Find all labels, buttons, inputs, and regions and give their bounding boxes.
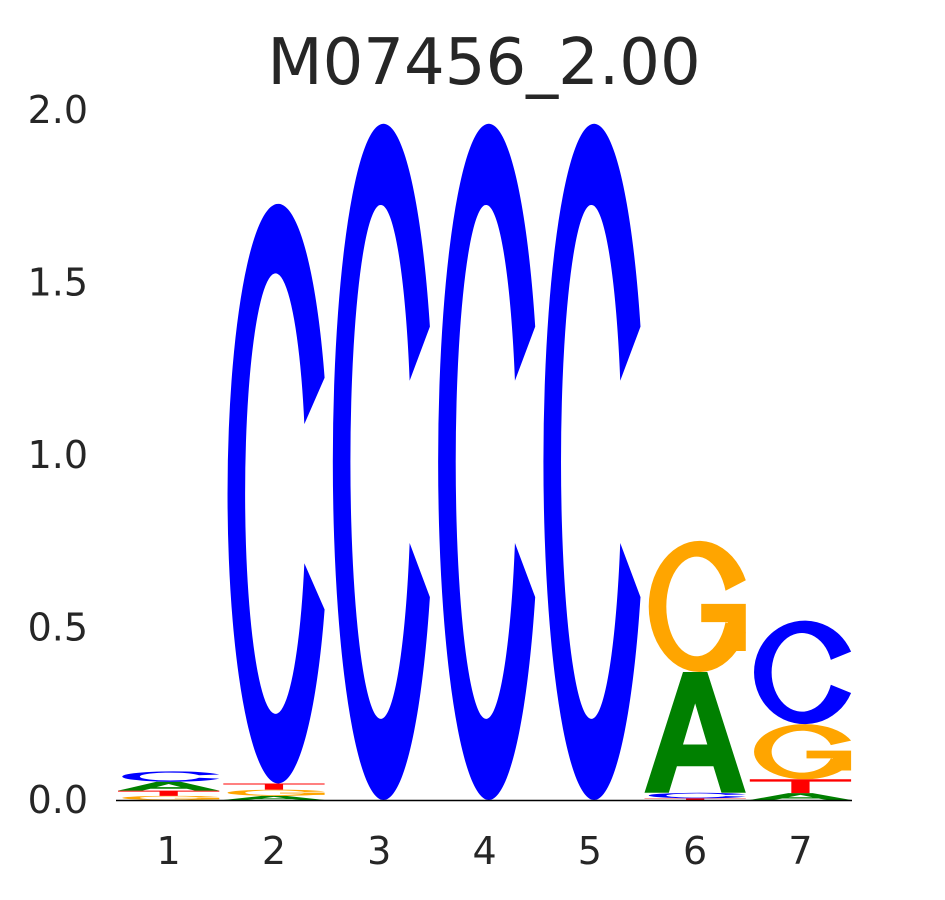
y-tick-label: 1.0 [28,433,88,477]
x-tick-label: 1 [157,829,181,873]
logo-letter-T [749,779,852,794]
logo-letter-T [118,790,220,796]
letter-shape [754,724,852,780]
logo-letter-A [223,795,325,800]
letter-shape [122,771,220,782]
logo-letter-C [438,123,536,800]
letter-shape [332,123,430,800]
x-tick-label: 3 [367,829,391,873]
letter-shape [438,123,536,800]
logo-letter-C [543,123,641,800]
logo-letter-A [749,793,852,800]
letter-shape [174,797,220,800]
letter-shape [118,781,220,791]
logo-letter-T [223,783,325,790]
logo-letter-G [754,724,852,780]
letter-shape [648,792,746,799]
y-tick-label: 2.0 [28,88,88,132]
letter-shape [749,779,852,794]
letter-shape [223,795,325,800]
y-tick-label: 0.5 [28,606,88,650]
logo-letter-G [122,795,220,800]
logo-letter-C [227,203,325,784]
logo-letter-G [227,789,325,796]
letter-shape [227,789,325,796]
x-tick-label: 5 [578,829,602,873]
logo-letter-C [332,123,430,800]
y-tick-label: 1.5 [28,261,88,305]
letter-shape [644,672,746,793]
letter-shape [122,795,220,800]
logo-letter-C [754,620,852,725]
y-tick-label: 0.0 [28,778,88,822]
letter-shape [118,790,220,796]
logo-letter-A [118,781,220,791]
letter-shape [223,783,325,790]
logo-letter-C [648,792,746,799]
letter-shape [806,750,852,771]
letter-shape [754,620,852,725]
letter-shape [749,793,852,800]
x-tick-label: 7 [788,829,812,873]
letter-shape [543,123,641,800]
x-tick-label: 4 [472,829,496,873]
letter-shape [701,603,746,652]
x-tick-label: 6 [683,829,707,873]
letter-shape [227,203,325,784]
letter-shape [648,540,746,673]
logo-letter-G [648,540,746,673]
logo-letter-T [644,798,746,800]
logo-letter-A [644,672,746,793]
logo-letter-C [122,771,220,782]
x-tick-label: 2 [262,829,286,873]
letter-shape [280,792,325,795]
chart-title: M07456_2.00 [267,26,700,100]
letter-shape [644,798,746,800]
